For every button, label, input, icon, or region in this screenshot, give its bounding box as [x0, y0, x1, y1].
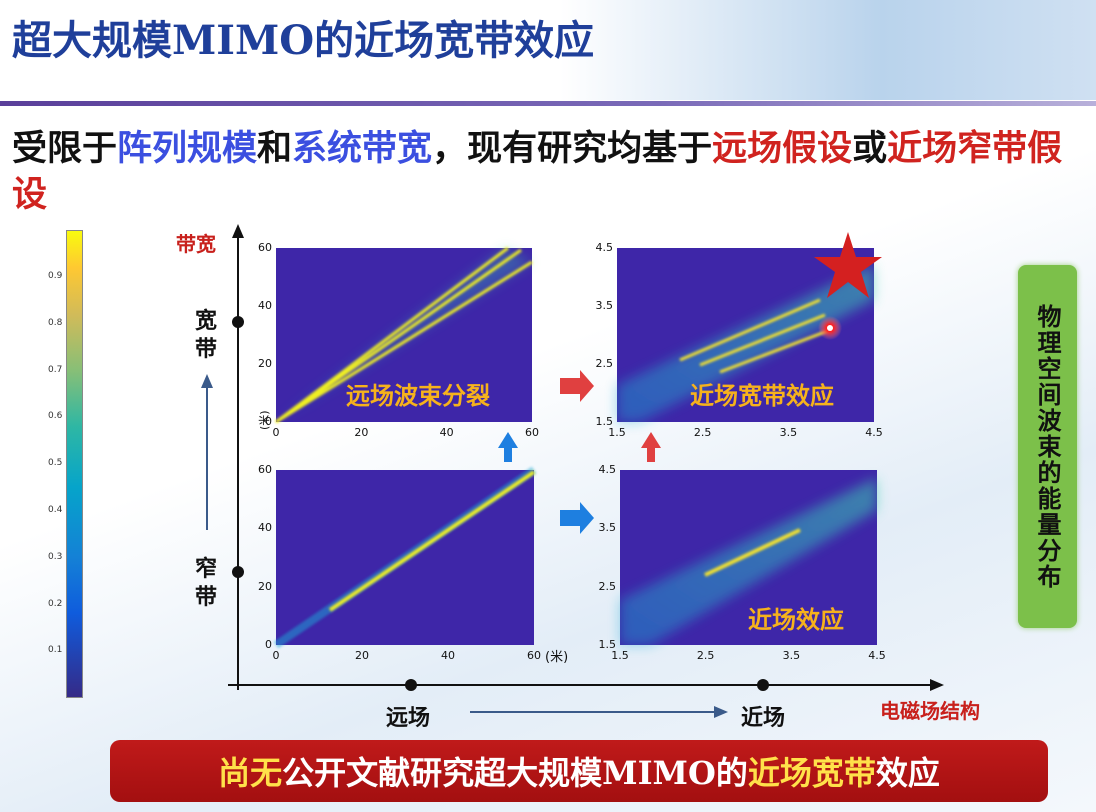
- y-tick-label: 1.5: [595, 415, 614, 428]
- x-tick-label: 3.5: [782, 649, 801, 662]
- x-tick-label: 4.5: [868, 649, 886, 662]
- x-tick-label: 20: [355, 649, 369, 662]
- arrow-up-red: [641, 432, 661, 462]
- text-segment: ，现有研究均基于: [432, 129, 713, 169]
- text-segment: 阵列规模: [117, 129, 258, 169]
- x-tick-label: 20: [354, 426, 369, 439]
- text-segment: 系统带宽: [292, 129, 433, 169]
- colorbar-tick: 0.6: [48, 411, 63, 422]
- subtitle: 受限于阵列规模和系统带宽，现有研究均基于远场假设或近场窄带假设: [12, 126, 1082, 218]
- y-tick-label: 20: [258, 579, 272, 593]
- text-segment: 或: [852, 129, 888, 169]
- y-tick-label: 1.5: [598, 638, 617, 651]
- x-tick-label: 1.5: [611, 649, 629, 662]
- x-tick-label: 60: [527, 649, 541, 662]
- x-tick-label: 0: [272, 649, 280, 662]
- colorbar-tick: 0.3: [48, 551, 63, 562]
- panel-top-left: [275, 246, 533, 424]
- y-tick-label: 3.5: [598, 521, 617, 535]
- x-tick-label: 0: [272, 426, 280, 439]
- axis-dot: [232, 316, 244, 328]
- colorbar-tick: 0.2: [48, 598, 63, 609]
- colorbar-tick: 0.9: [48, 271, 63, 281]
- y-point-label: 宽带: [195, 309, 218, 362]
- x-tick-label: 3.5: [779, 426, 798, 439]
- y-tick-label: 4.5: [598, 463, 617, 476]
- colorbar-tick: 0.4: [48, 505, 63, 515]
- panel-bottom-right: [620, 470, 877, 645]
- panel-label: 近场宽带效应: [690, 382, 834, 410]
- bandwidth-arrowhead: [201, 374, 213, 388]
- y-tick-label: 3.5: [595, 299, 614, 312]
- text-segment: 公开文献研究超大规模MIMO的: [282, 754, 748, 792]
- y-axis-label: 带宽: [176, 232, 216, 256]
- x-point-label: 近场: [741, 706, 786, 731]
- x-axis-label: 电磁场结构: [880, 699, 980, 723]
- side-box: 物理空间波束的能量分布: [1018, 265, 1077, 628]
- colorbar-tick: 0.7: [48, 364, 63, 375]
- x-arrow: [930, 679, 944, 691]
- axis-dot: [405, 679, 417, 691]
- y-tick-label: 60: [258, 241, 272, 254]
- x-tick-label: 2.5: [696, 649, 715, 662]
- colorbar-tick: 0.8: [48, 317, 63, 328]
- arrow-right-red: [560, 370, 594, 402]
- y-point-label: 窄带: [195, 557, 218, 610]
- side-label: 物理空间波束的能量分布: [1033, 303, 1061, 590]
- y-tick-label: 60: [258, 463, 272, 476]
- sky-background: [560, 0, 1096, 100]
- text-segment: 近场宽带: [747, 754, 876, 792]
- axis-dot: [757, 679, 769, 691]
- x-tick-label: 40: [441, 649, 455, 662]
- x-tick-label: 60: [525, 426, 539, 439]
- y-tick-label: 2.5: [595, 357, 614, 370]
- arrow-up-blue: [498, 432, 518, 462]
- text-segment: 和: [257, 129, 293, 169]
- star: [814, 232, 882, 298]
- colorbar-tick: 0.5: [48, 458, 63, 469]
- y-tick-label: 0: [265, 415, 272, 428]
- panel-top-right: [617, 232, 882, 422]
- text-segment: 效应: [875, 754, 940, 792]
- y-tick-label: 40: [258, 521, 272, 535]
- text-segment: 远场假设: [712, 129, 853, 169]
- y-tick-label: 0: [265, 638, 272, 651]
- y-tick-label: 20: [258, 357, 272, 370]
- title-rule: [0, 101, 1096, 106]
- x-tick-label: 4.5: [865, 426, 883, 439]
- axis-dot: [232, 566, 244, 578]
- panel-bottom-left: [273, 466, 537, 649]
- x-tick-label: 2.5: [693, 426, 712, 439]
- y-tick-label: 4.5: [595, 241, 614, 254]
- arrow-right-blue: [560, 502, 594, 534]
- text-segment: 近场窄带假设: [12, 129, 1063, 215]
- text-segment: 受限于: [12, 129, 118, 169]
- slide-title: 超大规模MIMO的近场宽带效应: [12, 17, 595, 64]
- text-segment: 尚无: [218, 754, 283, 792]
- panel-label: 近场效应: [748, 606, 844, 634]
- colorbar-tick: 0.1: [48, 645, 63, 656]
- x-tick-label: 40: [439, 426, 454, 439]
- x-tick-label: 1.5: [608, 426, 626, 439]
- unit-label: (米): [258, 410, 271, 430]
- field-arrowhead: [714, 706, 728, 718]
- y-tick-label: 40: [258, 299, 272, 312]
- unit-label: (米): [545, 650, 569, 665]
- y-tick-label: 2.5: [598, 579, 617, 593]
- panel-label: 远场波束分裂: [346, 382, 490, 410]
- x-point-label: 远场: [386, 706, 431, 731]
- y-arrow: [232, 224, 244, 238]
- footer-banner: 尚无 公开文献研究超大规模MIMO的 近场宽带 效应: [110, 740, 1048, 802]
- colorbar: [66, 230, 83, 698]
